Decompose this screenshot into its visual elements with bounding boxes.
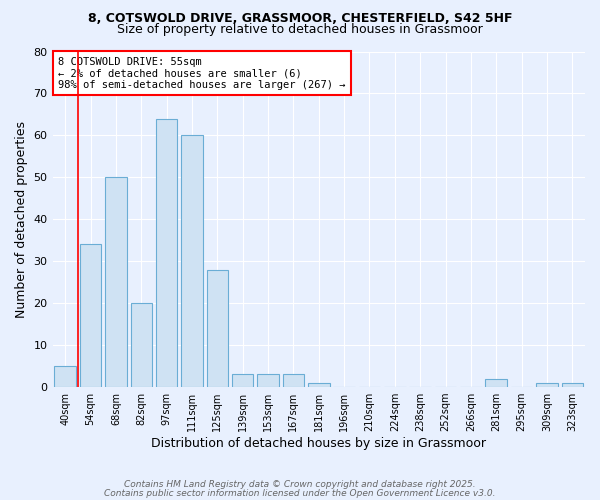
Text: 8, COTSWOLD DRIVE, GRASSMOOR, CHESTERFIELD, S42 5HF: 8, COTSWOLD DRIVE, GRASSMOOR, CHESTERFIE… [88,12,512,26]
Bar [536,383,558,387]
Bar [257,374,279,387]
Bar [283,374,304,387]
Bar [562,383,583,387]
Bar [80,244,101,387]
Bar [206,270,228,387]
X-axis label: Distribution of detached houses by size in Grassmoor: Distribution of detached houses by size … [151,437,486,450]
Bar [55,366,76,387]
Bar [156,118,178,387]
Text: 8 COTSWOLD DRIVE: 55sqm
← 2% of detached houses are smaller (6)
98% of semi-deta: 8 COTSWOLD DRIVE: 55sqm ← 2% of detached… [58,56,346,90]
Bar [105,178,127,387]
Bar [308,383,329,387]
Bar [181,136,203,387]
Y-axis label: Number of detached properties: Number of detached properties [15,121,28,318]
Bar [485,378,507,387]
Bar [232,374,253,387]
Text: Size of property relative to detached houses in Grassmoor: Size of property relative to detached ho… [117,22,483,36]
Text: Contains public sector information licensed under the Open Government Licence v3: Contains public sector information licen… [104,488,496,498]
Text: Contains HM Land Registry data © Crown copyright and database right 2025.: Contains HM Land Registry data © Crown c… [124,480,476,489]
Bar [131,303,152,387]
